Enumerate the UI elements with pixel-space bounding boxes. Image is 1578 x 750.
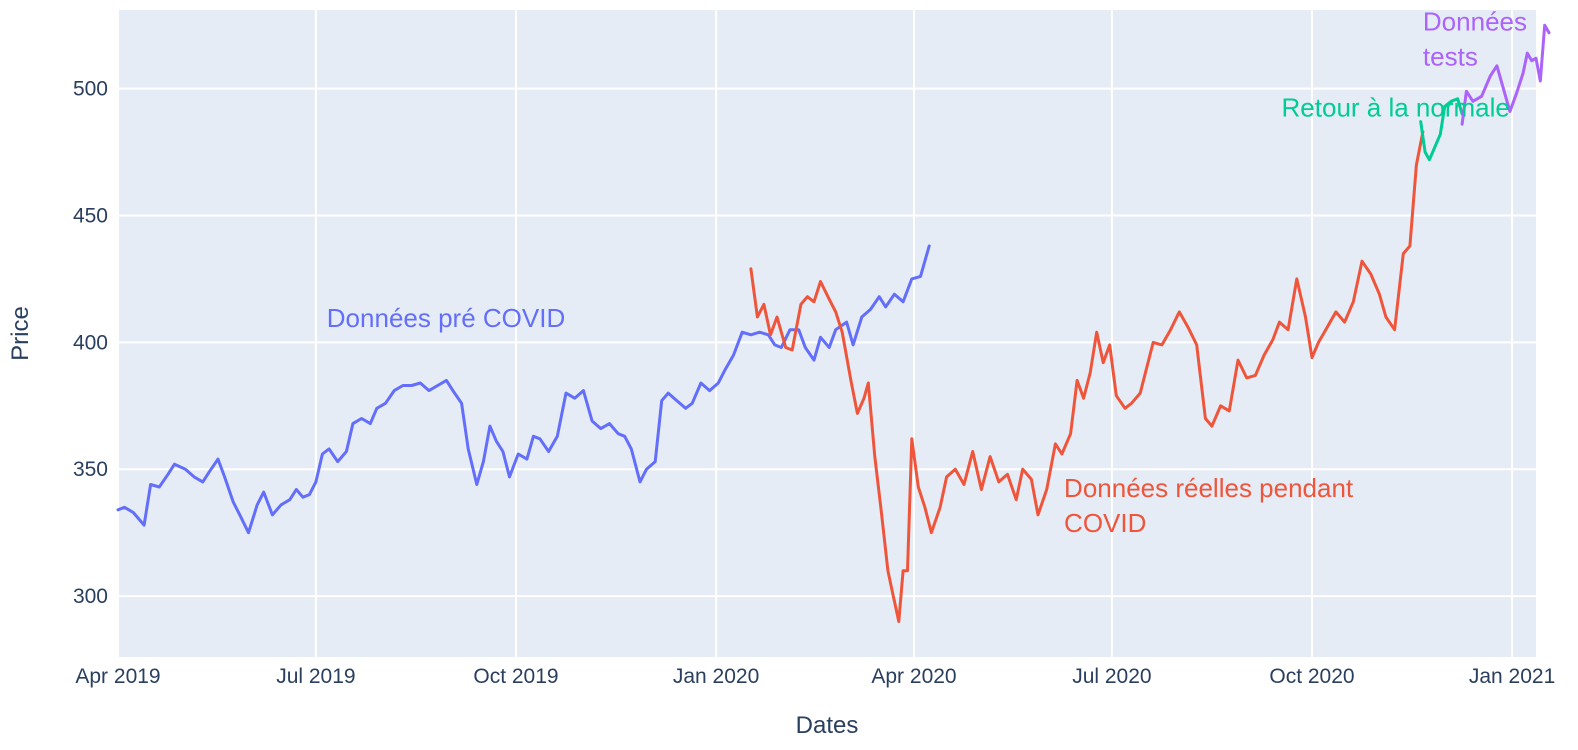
series-line-3 [1460,23,1551,126]
annotation-1: Données réelles pendant COVID [1064,473,1354,538]
annotation-line: COVID [1064,508,1146,538]
annotation-line: Données [1423,6,1527,36]
annotation-2: Retour à la normale [1282,93,1510,123]
x-tick-label: Jan 2021 [1469,665,1555,688]
annotation-line: Données réelles pendant [1064,473,1354,503]
y-axis-title: Price [7,306,34,361]
y-tick-label: 500 [73,78,108,101]
annotation-line: tests [1423,41,1478,71]
y-tick-label: 450 [73,205,108,228]
x-tick-label: Oct 2019 [473,665,558,688]
plot-background [118,10,1536,657]
series-lines [116,23,1551,623]
annotation-0: Données pré COVID [327,303,565,333]
y-tick-label: 300 [73,585,108,608]
x-tick-label: Jan 2020 [673,665,759,688]
x-tick-label: Oct 2020 [1269,665,1354,688]
x-tick-label: Apr 2020 [871,665,956,688]
x-tick-label: Jul 2020 [1072,665,1151,688]
x-tick-label: Jul 2019 [276,665,355,688]
x-axis-title: Dates [796,712,859,739]
series-line-1 [749,130,1425,623]
series-line-0 [116,244,931,535]
annotations: Données pré COVID Données réelles pendant… [327,6,1527,538]
annotation-3: Données tests [1423,6,1527,71]
y-tick-label: 400 [73,331,108,354]
tick-labels: Apr 2019 Jul 2019 Oct 2019 Jan 2020 Apr 2020… [73,78,1555,688]
series-line-2 [1419,97,1464,162]
gridlines [117,10,1536,657]
y-tick-label: 350 [73,458,108,481]
x-tick-label: Apr 2019 [75,665,160,688]
